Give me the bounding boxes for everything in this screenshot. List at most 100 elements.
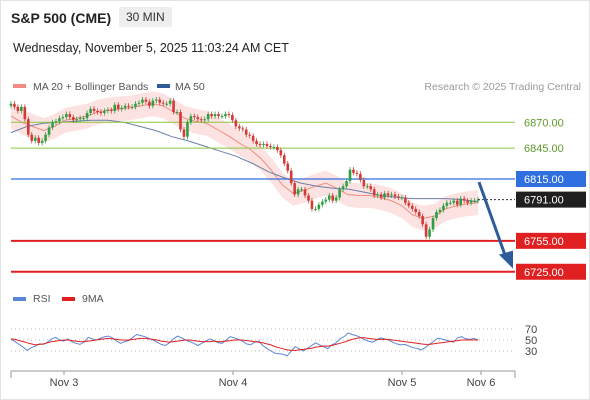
level-label-6870.00: 6870.00: [524, 117, 564, 129]
candle-body: [96, 110, 99, 112]
ma50-legend-swatch: [157, 84, 170, 88]
candle-body: [40, 140, 44, 143]
candle-body: [417, 211, 421, 217]
candle-body: [37, 137, 40, 143]
candle-body: [182, 129, 186, 137]
candle-body: [165, 103, 168, 105]
candle-body: [397, 196, 400, 198]
candle-body: [390, 194, 393, 196]
candle-body: [172, 100, 175, 112]
candle-body: [400, 197, 404, 199]
candle-body: [110, 109, 113, 111]
candle-body: [154, 99, 158, 101]
rsi-line: [10, 332, 479, 357]
candle-body: [44, 134, 47, 141]
timeframe-badge[interactable]: 30 MIN: [119, 7, 172, 27]
candle-body: [404, 197, 407, 203]
candle-body: [421, 216, 424, 225]
candle-body: [203, 119, 207, 121]
candle-body: [241, 128, 245, 130]
candle-body: [348, 169, 352, 182]
candle-body: [58, 118, 61, 122]
candle-body: [227, 114, 231, 116]
candle-body: [116, 104, 120, 109]
candle-body: [369, 186, 373, 190]
candle-body: [85, 113, 89, 119]
candle-body: [16, 106, 20, 111]
candle-body: [272, 147, 276, 149]
candle-body: [372, 189, 376, 196]
bollinger-legend-label: MA 20 + Bollinger Bands: [33, 81, 148, 93]
candle-body: [151, 100, 155, 106]
candle-body: [324, 199, 328, 202]
level-label-box-6755.00: [516, 232, 586, 249]
candle-body: [327, 195, 331, 200]
rsi-ma9-line: [10, 337, 478, 351]
candle-body: [345, 181, 348, 187]
candle-body: [234, 120, 238, 127]
level-label-box-6815.00: [516, 170, 586, 187]
candle-body: [407, 202, 411, 206]
candle-body: [30, 134, 34, 141]
candle-body: [92, 108, 96, 111]
candle-body: [175, 112, 179, 113]
candle-body: [54, 121, 58, 123]
level-label-box-6725.00: [516, 263, 586, 280]
candle-body: [279, 150, 283, 156]
ma20-line: [10, 103, 479, 219]
candle-body: [144, 99, 148, 102]
bollinger-legend-swatch: [13, 84, 26, 88]
candle-body: [435, 211, 438, 219]
candle-body: [89, 108, 92, 114]
candle-body: [462, 198, 466, 201]
candle-body: [158, 99, 162, 103]
candle-body: [120, 107, 123, 109]
candle-body: [258, 143, 262, 145]
ma9-legend-swatch: [62, 297, 75, 301]
candle-body: [99, 112, 103, 114]
candle-body: [379, 194, 383, 198]
candle-body: [186, 122, 189, 137]
candle-body: [9, 103, 13, 106]
candle-body: [113, 104, 117, 111]
candle-body: [65, 114, 68, 118]
candle-body: [341, 186, 345, 190]
candle-body: [376, 194, 379, 196]
candle-body: [193, 116, 196, 118]
candle-body: [438, 209, 442, 212]
candle-body: [220, 116, 224, 118]
candle-body: [251, 135, 255, 141]
candle-body: [189, 116, 193, 123]
candle-body: [217, 114, 220, 117]
candle-body: [51, 122, 54, 128]
credit-text: Research © 2025 Trading Central: [424, 81, 581, 93]
candle-body: [334, 197, 338, 201]
candle-body: [23, 106, 27, 120]
candle-body: [366, 186, 369, 188]
candle-body: [289, 170, 293, 184]
candle-body: [78, 118, 82, 120]
candle-body: [255, 140, 258, 144]
candle-body: [459, 198, 463, 205]
candle-body: [148, 101, 151, 106]
candle-body: [134, 103, 137, 107]
candle-body: [386, 193, 390, 196]
timestamp-line: Wednesday, November 5, 2025 11:03:24 AM …: [13, 41, 289, 55]
candle-body: [248, 134, 251, 136]
candle-body: [314, 208, 317, 210]
candle-body: [414, 208, 418, 212]
candle-body: [265, 143, 269, 147]
time-label: Nov 5: [388, 377, 417, 389]
candle-body: [383, 193, 386, 198]
candle-body: [352, 169, 355, 173]
candle-body: [362, 180, 366, 187]
current-price-label: 6791.00: [524, 195, 564, 207]
candle-body: [282, 155, 286, 164]
ma50-legend-label: MA 50: [175, 81, 205, 93]
time-label: Nov 3: [50, 377, 79, 389]
current-price-box: [516, 191, 586, 208]
candle-body: [317, 204, 321, 209]
candle-body: [224, 114, 227, 117]
